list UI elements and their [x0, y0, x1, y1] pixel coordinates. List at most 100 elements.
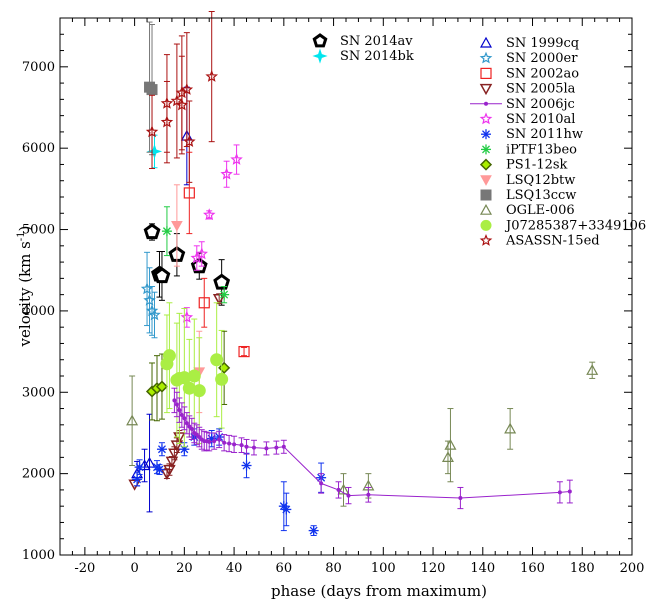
data-point — [162, 227, 171, 236]
legend-marker — [312, 33, 328, 48]
legend-entry: SN 2000er — [479, 51, 578, 66]
y-axis-title-end: ) — [16, 226, 34, 232]
data-point — [220, 290, 229, 299]
data-point — [309, 526, 318, 535]
data-point — [187, 424, 192, 429]
x-axis-title: phase (days from maximum) — [271, 582, 487, 600]
data-point — [163, 464, 176, 477]
data-point — [157, 445, 166, 454]
legend-label: SN 2006jc — [506, 97, 575, 112]
data-point — [162, 349, 176, 363]
legend-entry: ASASSN-15ed — [479, 234, 600, 249]
data-point — [230, 153, 243, 165]
data-point — [217, 437, 222, 442]
y-tick-label: 5000 — [22, 223, 55, 238]
data-point — [146, 84, 158, 96]
legend-entry: LSQ12btw — [480, 173, 575, 188]
data-point — [366, 492, 371, 497]
legend-entry: iPTF13beo — [481, 142, 577, 157]
data-point — [177, 408, 182, 413]
legend-marker — [484, 101, 488, 106]
legend-marker — [479, 51, 493, 64]
legend-entry: SN 2010al — [479, 112, 575, 127]
data-point — [135, 463, 144, 472]
data-point — [281, 444, 286, 449]
data-point — [172, 398, 177, 403]
data-point — [203, 208, 216, 221]
data-point — [183, 135, 196, 147]
data-point — [189, 426, 194, 431]
data-point — [210, 353, 224, 367]
axes: -20 0 20 40 60 80 100 120 140 160 180 200 1000 2000 30… — [22, 17, 644, 576]
series-sn-2000er — [140, 251, 161, 339]
data-point — [239, 443, 244, 448]
data-point — [143, 223, 161, 240]
legend-label: SN 2011hw — [506, 127, 583, 142]
data-point — [179, 413, 184, 418]
data-point — [184, 421, 189, 426]
data-point — [190, 257, 208, 274]
y-tick-label: 7000 — [22, 60, 55, 75]
data-point — [192, 384, 206, 398]
series-sn-2006jc — [171, 387, 573, 510]
data-point — [174, 402, 179, 407]
series-j07285387-3349106 — [160, 302, 229, 448]
data-point — [140, 282, 154, 295]
data-point — [143, 293, 156, 306]
legend-label: SN 2014av — [340, 34, 413, 49]
series-asassn-15ed — [145, 10, 219, 183]
data-point — [155, 465, 164, 474]
x-tick-label: 0 — [130, 561, 138, 576]
data-point — [207, 439, 212, 444]
legend-entry: PS1-12sk — [479, 158, 568, 173]
legend-marker — [480, 189, 492, 201]
legend-marker — [479, 203, 493, 215]
legend-label: ASASSN-15ed — [505, 234, 600, 249]
data-point — [346, 493, 351, 498]
data-point — [336, 487, 341, 492]
legend-marker — [479, 112, 493, 125]
data-point — [337, 483, 350, 495]
legend-entry: OGLE-006 — [479, 203, 575, 218]
data-point — [180, 310, 194, 323]
data-point — [282, 505, 291, 514]
legend-entry: SN 2014av — [312, 33, 413, 49]
data-point — [205, 70, 219, 82]
x-tick-label: 140 — [470, 561, 495, 576]
data-point — [251, 445, 256, 450]
series-layer — [126, 10, 599, 536]
legend-label: J07285387+3349106 — [504, 218, 646, 233]
data-point — [557, 490, 562, 495]
data-point — [198, 297, 210, 309]
data-point — [146, 143, 163, 159]
y-tick-label: 1000 — [22, 548, 55, 563]
legend-entry: SN 2014bk — [312, 48, 414, 64]
legend-label: SN 2002ao — [506, 66, 579, 81]
legend-label: SN 1999cq — [506, 36, 579, 51]
legend-marker — [480, 175, 492, 186]
y-tick-label: 3000 — [22, 385, 55, 400]
data-point — [180, 83, 194, 95]
legend-label: SN 2000er — [506, 51, 578, 66]
legend-label: PS1-12sk — [506, 158, 568, 173]
legend-marker — [480, 219, 492, 231]
y-tick-label: 2000 — [22, 467, 55, 482]
data-point — [182, 416, 187, 421]
data-point — [222, 440, 227, 445]
series-sn-2014bk — [146, 134, 163, 169]
legend-label: LSQ12btw — [506, 173, 575, 188]
data-point — [197, 435, 202, 440]
legend-label: SN 2014bk — [340, 49, 414, 64]
legend-label: SN 2010al — [506, 112, 575, 127]
legend-marker — [479, 83, 493, 96]
data-point — [319, 481, 324, 486]
x-tick-label: 180 — [570, 561, 595, 576]
legend-marker — [479, 36, 493, 48]
data-point — [194, 432, 199, 437]
series-ogle-006 — [126, 361, 599, 507]
data-point — [274, 445, 279, 450]
data-point — [213, 273, 231, 290]
legend-entry: SN 1999cq — [479, 36, 579, 51]
legend-entry: LSQ13ccw — [480, 188, 576, 203]
legend-label: SN 2005la — [506, 82, 576, 97]
